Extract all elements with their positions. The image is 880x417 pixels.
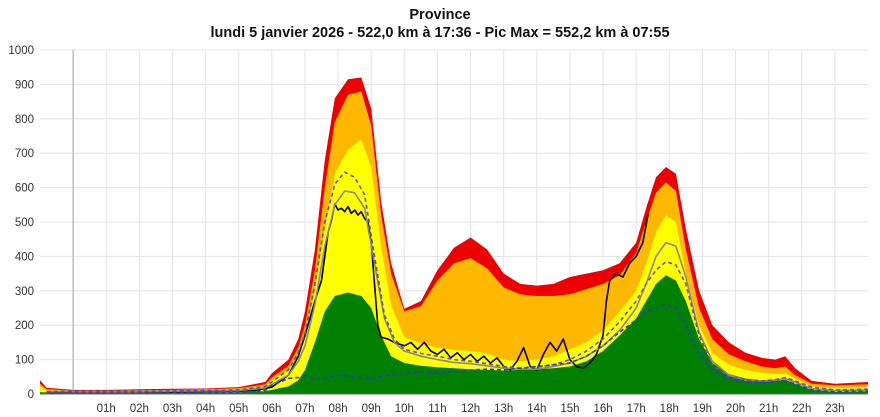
y-tick-label: 1000 — [8, 45, 34, 57]
x-tick-label: 08h — [328, 403, 347, 415]
series-line — [46, 303, 869, 394]
x-tick-label: 16h — [593, 403, 612, 415]
x-tick-label: 18h — [660, 403, 679, 415]
x-tick-label: 22h — [792, 403, 811, 415]
area-band — [40, 91, 868, 395]
y-tick-label: 700 — [15, 148, 34, 160]
area-bands — [40, 77, 868, 395]
chart-subtitle: lundi 5 janvier 2026 - 522,0 km à 17:36 … — [210, 25, 669, 41]
y-tick-label: 200 — [15, 320, 34, 332]
y-tick-label: 600 — [15, 183, 34, 195]
x-tick-label: 19h — [693, 403, 712, 415]
x-tick-label: 20h — [726, 403, 745, 415]
y-tick-label: 900 — [15, 79, 34, 91]
x-tick-label: 02h — [130, 403, 149, 415]
area-band — [40, 275, 868, 394]
y-tick-label: 400 — [15, 251, 34, 263]
x-tick-label: 13h — [494, 403, 513, 415]
x-tick-label: 07h — [295, 403, 314, 415]
axes: 0 100 200 300 400 500 600 700 800 900 1000 01h 02h 03… — [8, 45, 868, 415]
x-tick-label: 10h — [395, 403, 414, 415]
series-line — [46, 190, 869, 393]
x-tick-label: 01h — [97, 403, 116, 415]
y-tick-label: 300 — [15, 286, 34, 298]
x-tick-label: 05h — [229, 403, 248, 415]
x-tick-label: 09h — [362, 403, 381, 415]
y-tick-label: 800 — [15, 114, 34, 126]
series-line — [46, 203, 649, 394]
x-tick-label: 11h — [428, 403, 446, 415]
x-tick-label: 23h — [825, 403, 844, 415]
series-lines — [46, 171, 869, 394]
y-tick-label: 0 — [28, 389, 34, 401]
x-tick-label: 04h — [196, 403, 215, 415]
y-tick-label: 100 — [15, 355, 34, 367]
x-tick-label: 03h — [163, 403, 182, 415]
series-line — [46, 171, 869, 393]
y-tick-label: 500 — [15, 217, 34, 229]
x-tick-label: 12h — [461, 403, 480, 415]
chart-title: Province — [409, 7, 470, 23]
x-tick-label: 14h — [527, 403, 546, 415]
x-tick-label: 15h — [560, 403, 579, 415]
x-tick-label: 17h — [627, 403, 646, 415]
x-tick-label: 06h — [262, 403, 281, 415]
x-tick-label: 21h — [759, 403, 778, 415]
